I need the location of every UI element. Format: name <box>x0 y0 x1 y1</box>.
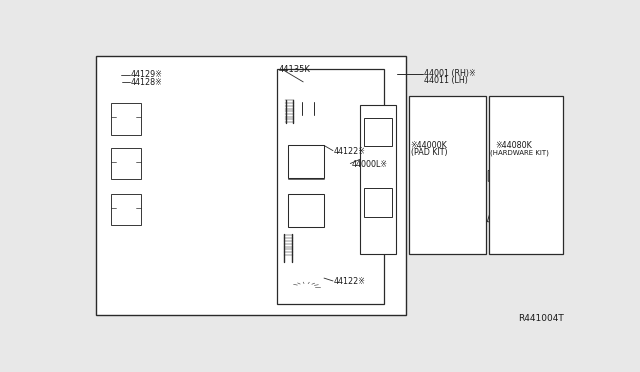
Text: 44122※: 44122※ <box>334 277 366 286</box>
Bar <box>360 105 396 254</box>
Bar <box>288 193 324 227</box>
Bar <box>364 118 392 146</box>
Text: 44129※: 44129※ <box>131 70 163 79</box>
Text: 44122※: 44122※ <box>334 147 366 156</box>
Text: (PAD KIT): (PAD KIT) <box>412 148 448 157</box>
Bar <box>111 193 141 225</box>
Text: 44000L※: 44000L※ <box>352 160 388 169</box>
Bar <box>489 96 563 254</box>
Bar <box>111 103 141 135</box>
Text: R441004T: R441004T <box>518 314 564 323</box>
Text: ※44000K: ※44000K <box>410 141 447 150</box>
Bar <box>288 145 324 179</box>
Bar <box>111 148 141 179</box>
Text: 44135K: 44135K <box>278 65 310 74</box>
Bar <box>364 188 392 217</box>
Text: 44011 (LH): 44011 (LH) <box>424 76 468 85</box>
Bar <box>409 96 486 254</box>
Bar <box>277 69 384 304</box>
Text: ※44080K: ※44080K <box>495 141 532 150</box>
Circle shape <box>305 94 310 97</box>
Text: 44128※: 44128※ <box>131 78 163 87</box>
Text: (HARDWARE KIT): (HARDWARE KIT) <box>490 150 548 156</box>
Text: 44001 (RH)※: 44001 (RH)※ <box>424 69 476 78</box>
Bar <box>96 56 406 315</box>
